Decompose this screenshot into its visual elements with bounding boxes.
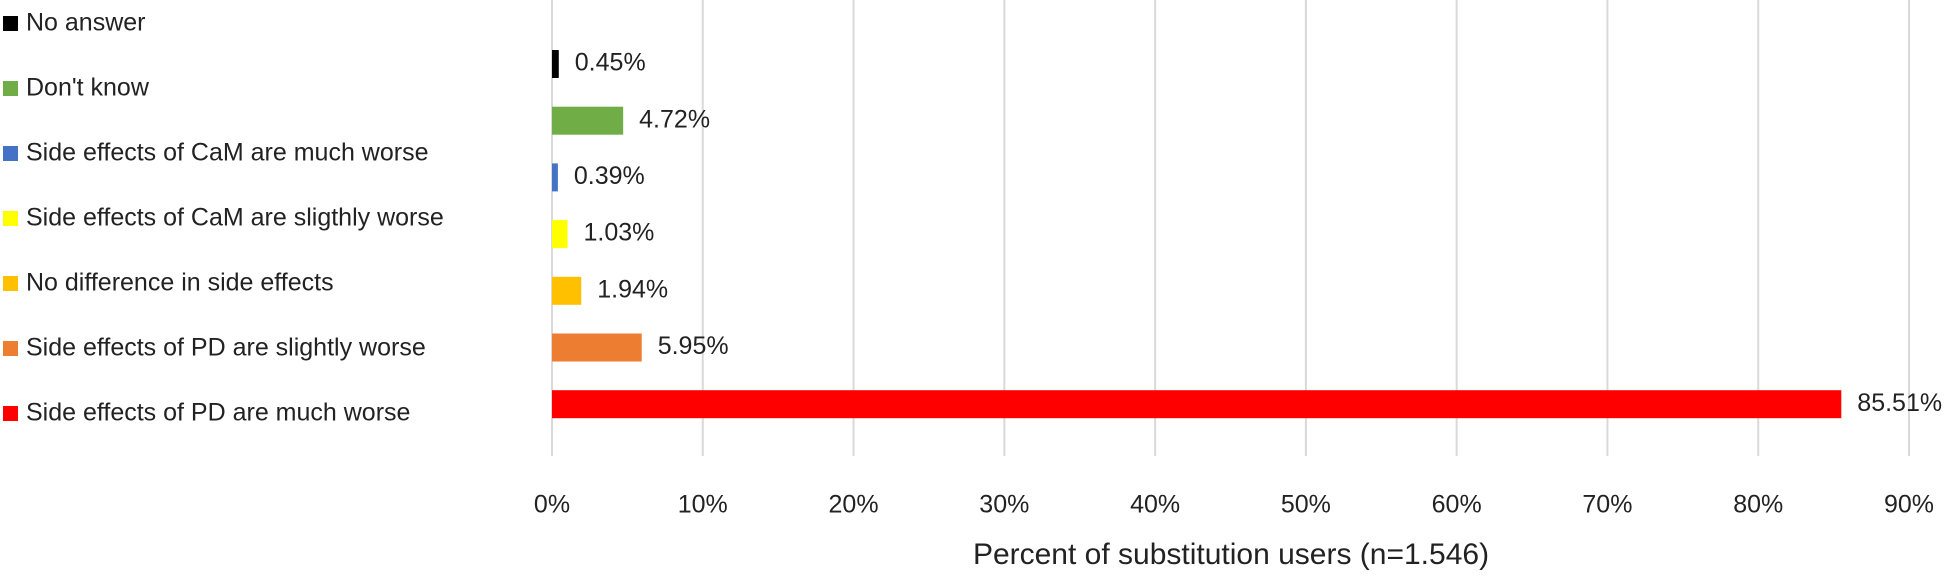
- bar: [552, 106, 624, 135]
- legend-swatch: [3, 406, 18, 421]
- legend-label: Side effects of PD are slightly worse: [26, 334, 426, 362]
- x-tick-label: 40%: [1130, 491, 1180, 519]
- legend-label: Side effects of CaM are sligthly worse: [26, 204, 444, 232]
- data-label: 1.03%: [584, 219, 655, 247]
- x-axis-title: Percent of substitution users (n=1.546): [973, 538, 1489, 571]
- data-label: 1.94%: [597, 275, 668, 303]
- x-tick-label: 80%: [1733, 491, 1783, 519]
- x-tick-label: 0%: [534, 491, 570, 519]
- bar: [552, 390, 1842, 419]
- legend-label: Side effects of PD are much worse: [26, 399, 410, 427]
- data-label: 0.45%: [575, 49, 646, 77]
- x-tick-label: 90%: [1884, 491, 1934, 519]
- legend-swatch: [3, 146, 18, 161]
- x-tick-label: 50%: [1281, 491, 1331, 519]
- bar: [552, 333, 642, 362]
- legend-label: Side effects of CaM are much worse: [26, 139, 429, 167]
- x-tick-label: 20%: [829, 491, 879, 519]
- legend-label: No difference in side effects: [26, 269, 334, 297]
- data-label: 5.95%: [658, 332, 729, 360]
- legend-label: Don't know: [26, 74, 150, 102]
- bar: [552, 220, 568, 249]
- x-tick-label: 60%: [1432, 491, 1482, 519]
- legend-swatch: [3, 16, 18, 31]
- bar: [552, 50, 559, 78]
- bar: [552, 163, 558, 192]
- data-label: 0.39%: [574, 162, 645, 190]
- legend-swatch: [3, 276, 18, 291]
- legend-label: No answer: [26, 9, 146, 37]
- legend-swatch: [3, 341, 18, 356]
- x-tick-label: 30%: [979, 491, 1029, 519]
- legend-swatch: [3, 211, 18, 226]
- x-tick-label: 70%: [1582, 491, 1632, 519]
- data-label: 85.51%: [1857, 389, 1942, 417]
- legend-swatch: [3, 81, 18, 96]
- bar: [552, 276, 582, 305]
- data-label: 4.72%: [639, 105, 710, 133]
- x-tick-label: 10%: [678, 491, 728, 519]
